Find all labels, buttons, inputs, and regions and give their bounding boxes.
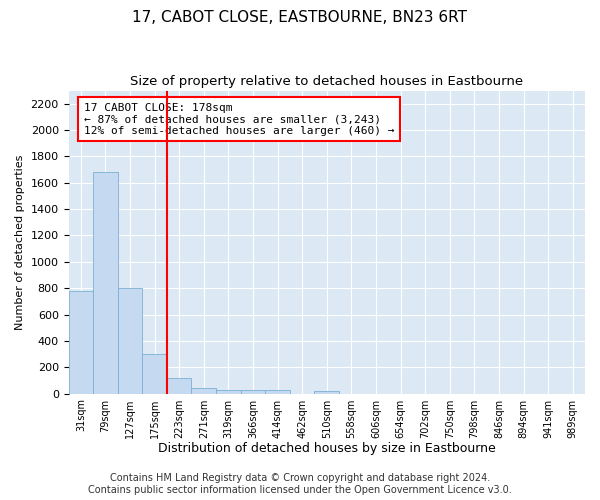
Bar [142,354,167,394]
Text: Contains HM Land Registry data © Crown copyright and database right 2024.
Contai: Contains HM Land Registry data © Crown c… [88,474,512,495]
Bar [68,291,93,394]
Bar [265,390,290,394]
Y-axis label: Number of detached properties: Number of detached properties [15,154,25,330]
Title: Size of property relative to detached houses in Eastbourne: Size of property relative to detached ho… [130,75,523,88]
Bar [241,390,265,394]
Bar [118,288,142,394]
Bar [167,378,191,394]
Bar [314,391,339,394]
X-axis label: Distribution of detached houses by size in Eastbourne: Distribution of detached houses by size … [158,442,496,455]
Text: 17, CABOT CLOSE, EASTBOURNE, BN23 6RT: 17, CABOT CLOSE, EASTBOURNE, BN23 6RT [133,10,467,25]
Bar [216,390,241,394]
Bar [191,388,216,394]
Text: 17 CABOT CLOSE: 178sqm
← 87% of detached houses are smaller (3,243)
12% of semi-: 17 CABOT CLOSE: 178sqm ← 87% of detached… [84,102,395,136]
Bar [93,172,118,394]
